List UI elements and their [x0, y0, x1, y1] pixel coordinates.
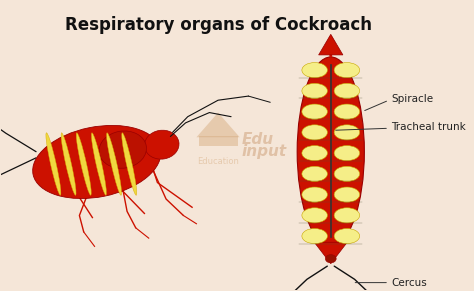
Ellipse shape — [107, 133, 121, 195]
Ellipse shape — [302, 166, 328, 181]
Ellipse shape — [33, 125, 161, 198]
Ellipse shape — [302, 187, 328, 202]
Ellipse shape — [334, 146, 360, 161]
Ellipse shape — [325, 255, 336, 263]
Ellipse shape — [302, 104, 328, 119]
Ellipse shape — [334, 125, 360, 140]
Polygon shape — [319, 34, 343, 55]
Text: Tracheal trunk: Tracheal trunk — [391, 123, 466, 132]
Ellipse shape — [334, 208, 360, 223]
Text: Education: Education — [197, 157, 239, 166]
Ellipse shape — [334, 166, 360, 181]
Ellipse shape — [91, 133, 106, 195]
Polygon shape — [314, 242, 347, 264]
Ellipse shape — [297, 57, 365, 246]
Ellipse shape — [76, 133, 91, 195]
Ellipse shape — [99, 131, 146, 168]
Ellipse shape — [334, 187, 360, 202]
Ellipse shape — [122, 133, 137, 195]
Ellipse shape — [145, 130, 179, 159]
Ellipse shape — [334, 63, 360, 78]
Ellipse shape — [302, 63, 328, 78]
Ellipse shape — [334, 228, 360, 244]
Text: Respiratory organs of Cockroach: Respiratory organs of Cockroach — [64, 16, 372, 34]
Text: input: input — [242, 144, 287, 159]
Ellipse shape — [334, 104, 360, 119]
Ellipse shape — [302, 125, 328, 140]
Text: Cercus: Cercus — [391, 278, 427, 288]
Text: Edu: Edu — [242, 132, 274, 147]
Ellipse shape — [302, 83, 328, 98]
Ellipse shape — [302, 146, 328, 161]
Ellipse shape — [61, 133, 76, 195]
Ellipse shape — [302, 208, 328, 223]
Ellipse shape — [46, 133, 61, 195]
Ellipse shape — [302, 228, 328, 244]
Text: Spiracle: Spiracle — [391, 94, 433, 104]
Polygon shape — [199, 136, 237, 146]
Polygon shape — [196, 113, 240, 137]
Ellipse shape — [334, 83, 360, 98]
